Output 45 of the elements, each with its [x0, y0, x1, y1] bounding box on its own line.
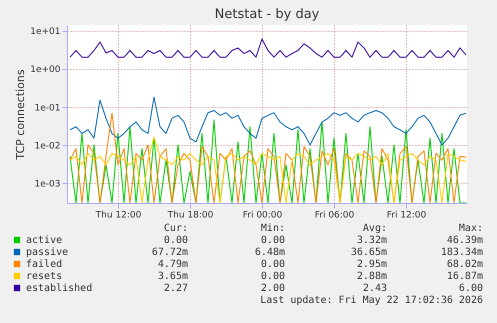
text: 2.95m — [356, 259, 387, 270]
y-tick-label: 1e+01 — [30, 27, 60, 38]
legend-label: established — [26, 283, 92, 294]
text: 2.00 — [260, 283, 285, 294]
line-series — [70, 96, 466, 146]
text: 0.00 — [260, 271, 285, 282]
text: 4.79m — [158, 259, 188, 270]
text: 68.02m — [446, 259, 483, 270]
text: 2.27 — [164, 283, 188, 294]
line-series — [70, 38, 466, 58]
text: 3.65m — [158, 271, 188, 282]
legend-label: passive — [26, 247, 68, 258]
text: 0.00 — [164, 235, 188, 246]
text: Last update: Fri May 22 17:02:36 2026 — [260, 295, 483, 306]
x-tick-label: Thu 12:00 — [94, 210, 142, 220]
text: 16.87m — [446, 271, 483, 282]
text: Max: — [458, 223, 483, 234]
text: Avg: — [362, 223, 387, 234]
text: 2.88m — [356, 271, 387, 282]
x-tick-label: Thu 18:00 — [166, 210, 214, 220]
chart-title: Netstat - by day — [214, 7, 320, 22]
x-tick-label: Fri 06:00 — [314, 210, 355, 220]
text: Min: — [260, 223, 285, 234]
text: 6.48m — [254, 247, 285, 258]
text: 6.00 — [458, 283, 483, 294]
text: 0.00 — [260, 259, 285, 270]
text: 2.43 — [362, 283, 387, 294]
y-axis-title: TCP connections — [14, 69, 28, 161]
y-tick-label: 1e-03 — [34, 180, 60, 190]
x-tick-label: Fri 12:00 — [386, 210, 427, 220]
y-tick-label: 1e-02 — [34, 141, 60, 152]
text: 0.00 — [260, 235, 285, 246]
text: 36.65m — [350, 247, 387, 258]
x-tick-label: Fri 00:00 — [242, 210, 283, 220]
y-tick-label: 1e+00 — [30, 65, 61, 76]
text: 183.34m — [440, 247, 483, 258]
text: 67.72m — [152, 247, 188, 258]
line-series — [70, 136, 466, 203]
text: 46.39m — [446, 235, 483, 246]
text: 3.32m — [356, 235, 387, 246]
legend-label: resets — [26, 271, 62, 282]
legend-label: active — [26, 235, 62, 246]
legend-label: failed — [26, 259, 62, 270]
y-tick-label: 1e-01 — [34, 103, 60, 114]
text: Cur: — [164, 223, 188, 234]
